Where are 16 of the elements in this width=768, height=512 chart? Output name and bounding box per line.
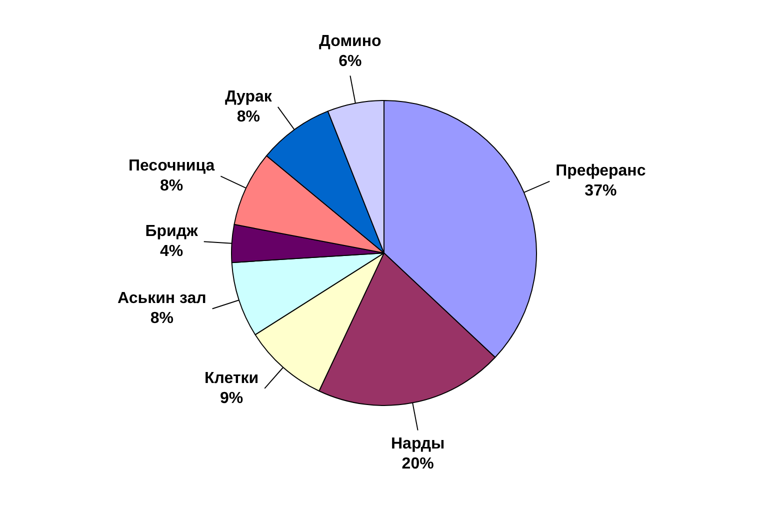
slice-label: Нарды: [390, 436, 445, 453]
slice-label: Аськин зал: [117, 290, 206, 308]
slice-label: Дурак: [224, 88, 273, 106]
slice-label: Песочница: [128, 158, 215, 175]
data-label: 8%: [150, 310, 174, 328]
data-label: 37%: [584, 182, 617, 200]
data-label: 8%: [236, 108, 260, 126]
slice-label: Домино: [319, 33, 382, 50]
data-label: 9%: [220, 390, 244, 407]
slice-label: Преферанс: [556, 162, 646, 180]
data-label: 8%: [160, 178, 184, 195]
slice-label: Клетки: [204, 370, 259, 387]
data-label: 6%: [338, 53, 362, 70]
slice-label: Бридж: [145, 223, 199, 240]
data-label: 4%: [160, 243, 184, 260]
data-label: 20%: [402, 456, 434, 473]
